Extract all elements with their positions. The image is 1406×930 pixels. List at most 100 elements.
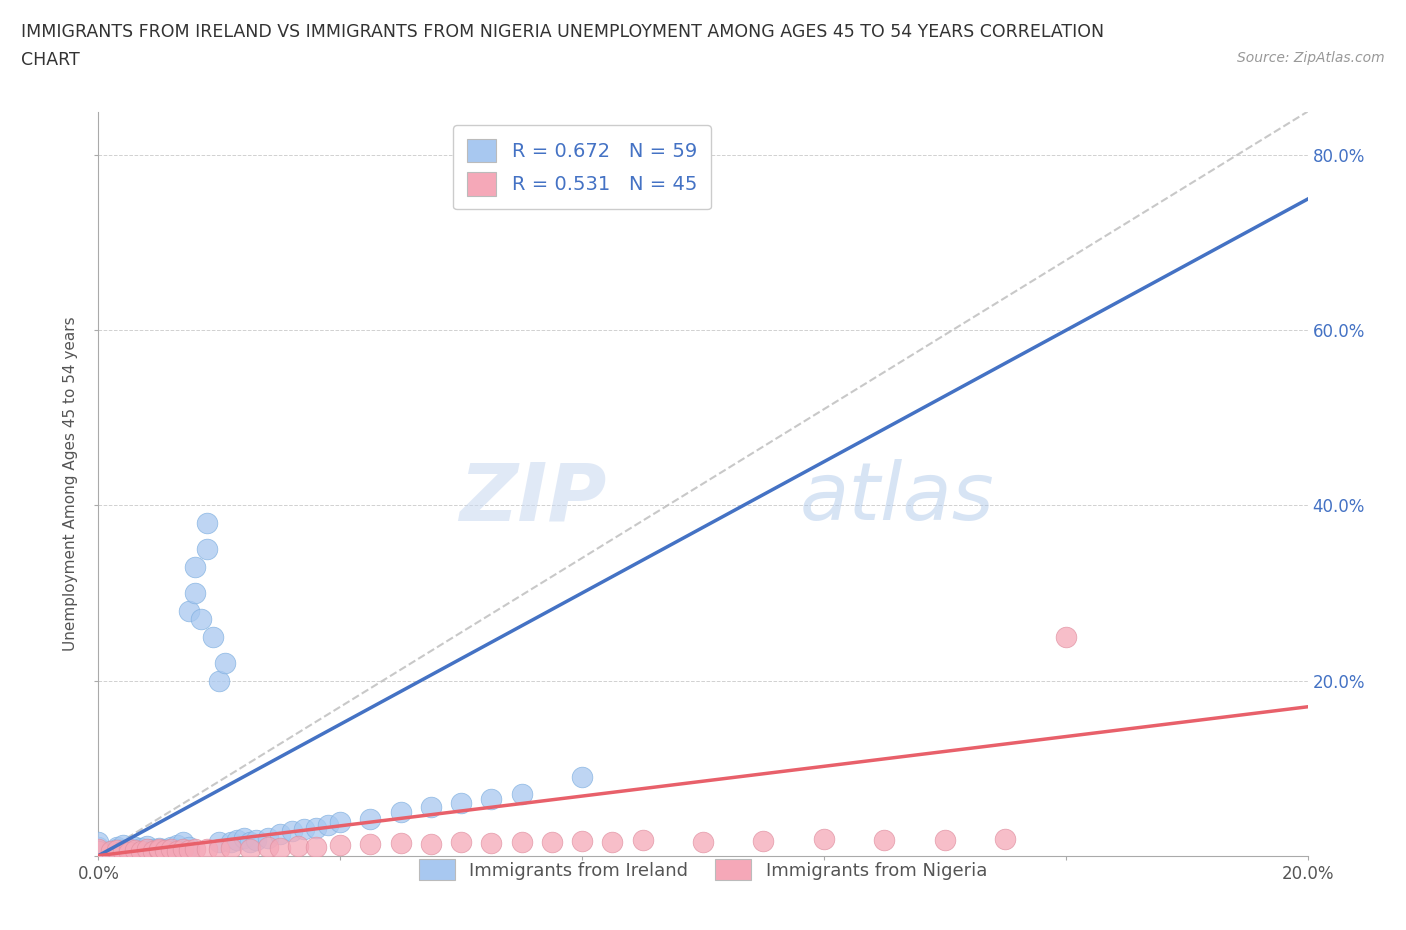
Point: [184, 842, 207, 857]
Point: [195, 542, 218, 557]
Point: [994, 831, 1017, 846]
Point: [389, 804, 412, 819]
Point: [571, 833, 593, 848]
Point: [226, 832, 249, 847]
Point: [195, 841, 218, 856]
Point: [118, 844, 141, 858]
Point: [118, 842, 141, 857]
Point: [329, 815, 352, 830]
Point: [135, 842, 157, 857]
Point: [195, 515, 218, 530]
Point: [148, 841, 170, 856]
Point: [148, 843, 170, 857]
Point: [481, 791, 503, 806]
Point: [118, 845, 141, 860]
Point: [87, 844, 110, 858]
Point: [100, 844, 122, 858]
Point: [256, 830, 278, 845]
Point: [510, 787, 533, 802]
Point: [329, 838, 352, 853]
Point: [153, 843, 176, 857]
Point: [245, 832, 267, 847]
Legend: Immigrants from Ireland, Immigrants from Nigeria: Immigrants from Ireland, Immigrants from…: [412, 852, 994, 887]
Point: [124, 841, 146, 856]
Point: [184, 559, 207, 574]
Point: [172, 841, 194, 856]
Point: [129, 841, 152, 856]
Y-axis label: Unemployment Among Ages 45 to 54 years: Unemployment Among Ages 45 to 54 years: [63, 316, 79, 651]
Point: [208, 673, 231, 688]
Point: [135, 842, 157, 857]
Point: [135, 839, 157, 854]
Point: [148, 843, 170, 857]
Point: [124, 843, 146, 857]
Point: [208, 842, 231, 857]
Point: [420, 837, 443, 852]
Point: [129, 844, 152, 858]
Point: [305, 840, 328, 855]
Point: [142, 841, 165, 856]
Point: [873, 832, 896, 847]
Point: [179, 603, 201, 618]
Point: [142, 844, 165, 858]
Point: [305, 820, 328, 835]
Point: [166, 838, 188, 853]
Text: Source: ZipAtlas.com: Source: ZipAtlas.com: [1237, 51, 1385, 65]
Point: [360, 811, 382, 826]
Point: [813, 831, 835, 846]
Point: [184, 586, 207, 601]
Point: [105, 843, 128, 857]
Point: [269, 826, 291, 841]
Point: [142, 844, 165, 858]
Point: [602, 834, 624, 849]
Point: [202, 630, 225, 644]
Point: [172, 835, 194, 850]
Point: [179, 843, 201, 857]
Point: [540, 835, 562, 850]
Point: [166, 844, 188, 858]
Point: [256, 840, 278, 855]
Point: [269, 841, 291, 856]
Point: [118, 844, 141, 859]
Point: [571, 769, 593, 784]
Point: [166, 841, 188, 856]
Point: [934, 832, 956, 847]
Point: [752, 833, 775, 848]
Point: [221, 835, 243, 850]
Point: [190, 612, 212, 627]
Point: [160, 842, 183, 857]
Point: [389, 836, 412, 851]
Text: atlas: atlas: [800, 459, 994, 538]
Point: [316, 817, 339, 832]
Point: [239, 841, 262, 856]
Point: [111, 838, 134, 853]
Point: [214, 656, 236, 671]
Point: [148, 841, 170, 856]
Point: [87, 844, 110, 858]
Point: [450, 835, 472, 850]
Point: [100, 844, 122, 858]
Point: [239, 835, 262, 850]
Point: [124, 840, 146, 855]
Point: [111, 843, 134, 857]
Point: [692, 834, 714, 849]
Point: [148, 844, 170, 859]
Point: [450, 796, 472, 811]
Text: ZIP: ZIP: [458, 459, 606, 538]
Point: [160, 840, 183, 855]
Point: [221, 841, 243, 856]
Point: [287, 839, 309, 854]
Point: [420, 800, 443, 815]
Point: [160, 842, 183, 857]
Point: [281, 824, 304, 839]
Point: [153, 841, 176, 856]
Text: IMMIGRANTS FROM IRELAND VS IMMIGRANTS FROM NIGERIA UNEMPLOYMENT AMONG AGES 45 TO: IMMIGRANTS FROM IRELAND VS IMMIGRANTS FR…: [21, 23, 1104, 41]
Point: [360, 837, 382, 852]
Point: [631, 832, 654, 847]
Point: [118, 842, 141, 857]
Point: [153, 844, 176, 858]
Point: [87, 835, 110, 850]
Point: [111, 844, 134, 858]
Point: [179, 840, 201, 855]
Point: [105, 841, 128, 856]
